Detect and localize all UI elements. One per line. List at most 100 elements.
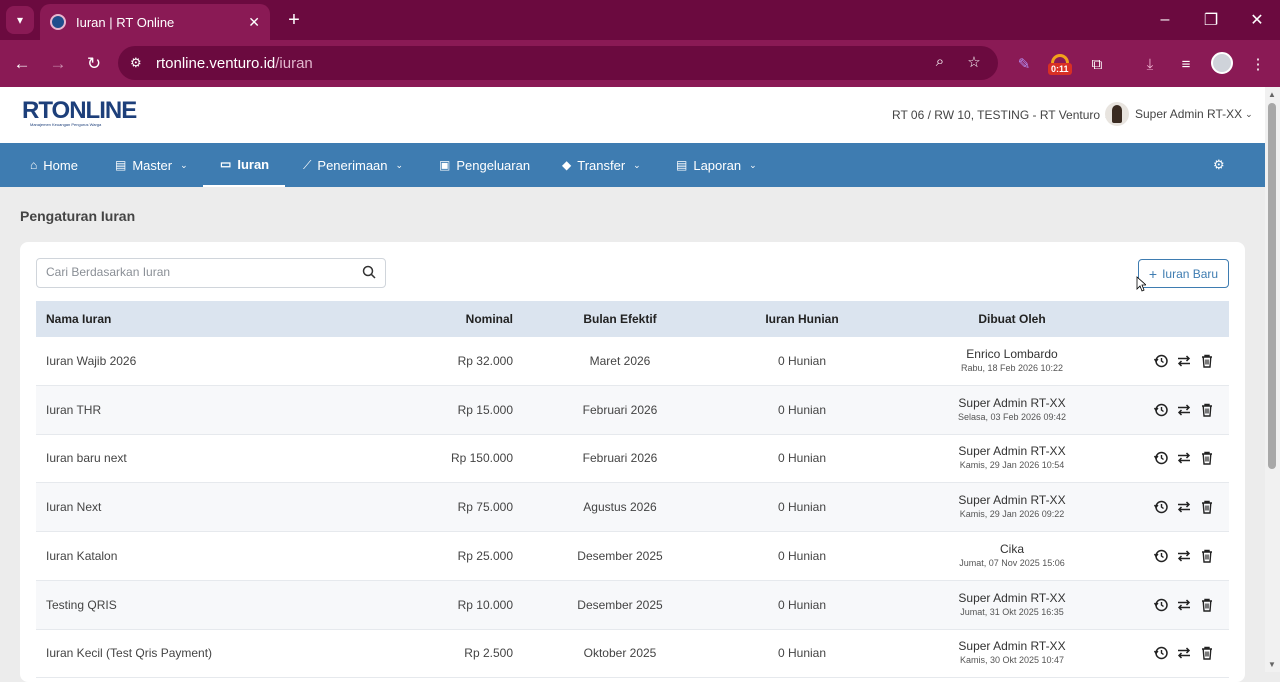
search-field[interactable]	[36, 258, 386, 288]
transfer-arrows-icon[interactable]	[1176, 548, 1192, 564]
nav-item-pengeluaran[interactable]: ▣ Pengeluaran	[439, 157, 531, 173]
cell-nominal: Rp 2.500	[464, 646, 513, 661]
cell-nama-iuran: Iuran Katalon	[46, 548, 118, 563]
cell-bulan-efektif: Desember 2025	[577, 548, 663, 563]
scroll-thumb[interactable]	[1268, 103, 1276, 469]
history-icon[interactable]	[1153, 499, 1169, 515]
settings-gear-icon[interactable]: ⚙	[1213, 157, 1225, 172]
favicon-icon	[50, 14, 66, 30]
forward-arrow-icon[interactable]: →	[49, 54, 67, 73]
cell-iuran-hunian: 0 Hunian	[777, 597, 827, 612]
new-tab-plus-icon[interactable]: +	[288, 8, 300, 31]
cell-bulan-efektif: Oktober 2025	[583, 646, 657, 661]
created-date: Kamis, 29 Jan 2026 09:22	[959, 509, 1065, 520]
cell-nama-iuran: Iuran THR	[46, 402, 102, 417]
col-nominal[interactable]: Nominal	[465, 312, 513, 326]
history-icon[interactable]	[1153, 645, 1169, 661]
cell-bulan-efektif: Agustus 2026	[583, 500, 657, 515]
cell-nominal: Rp 15.000	[457, 402, 513, 417]
nav-item-transfer[interactable]: ◆ Transfer ⌄	[562, 157, 641, 173]
address-bar[interactable]: ⚙ rtonline.venturo.id/iuran ⌕ ☆	[118, 46, 998, 80]
transfer-arrows-icon[interactable]	[1176, 499, 1192, 515]
col-iuran-hunian[interactable]: Iuran Hunian	[765, 312, 839, 326]
cell-dibuat-oleh: Super Admin RT-XX Kamis, 30 Okt 2025 10:4…	[912, 639, 1112, 665]
nav-item-iuran[interactable]: ▭ Iuran	[203, 143, 285, 187]
nav-item-master[interactable]: ▤ Master ⌄	[115, 157, 188, 173]
cell-bulan-efektif: Februari 2026	[582, 451, 658, 466]
timer-extension-icon[interactable]: 0:11	[1048, 54, 1072, 76]
transfer-arrows-icon[interactable]	[1176, 353, 1192, 369]
feather-extension-icon[interactable]: ✎	[1017, 56, 1031, 73]
rt-selector-dropdown[interactable]: RT 06 / RW 10, TESTING - RT Venturo ⌄	[892, 108, 1111, 122]
nav-item-laporan[interactable]: ▤ Laporan ⌄	[676, 157, 757, 173]
cell-bulan-efektif: Februari 2026	[582, 402, 658, 417]
search-icon[interactable]	[362, 265, 376, 279]
zoom-magnifier-icon[interactable]: ⌕	[935, 53, 945, 70]
reload-icon[interactable]: ↻	[86, 54, 102, 73]
download-icon[interactable]: ⤓	[1146, 55, 1154, 73]
chevron-down-icon: ⌄	[180, 159, 188, 170]
trash-icon[interactable]	[1199, 597, 1215, 613]
cell-nama-iuran: Iuran Next	[46, 500, 102, 515]
creator-name: Super Admin RT-XX	[958, 590, 1066, 605]
transfer-arrows-icon[interactable]	[1176, 645, 1192, 661]
url-text[interactable]: rtonline.venturo.id/iuran	[156, 54, 313, 72]
history-icon[interactable]	[1153, 597, 1169, 613]
media-queue-icon[interactable]: ≡	[1181, 55, 1191, 73]
table-row[interactable]: Iuran Wajib 2026 Rp 32.000 Maret 2026 0 Hun…	[36, 337, 1229, 386]
browser-profile-avatar[interactable]	[1211, 52, 1233, 74]
scroll-down-arrow-icon[interactable]: ▼	[1268, 660, 1276, 669]
minimize-icon[interactable]: –	[1160, 11, 1170, 28]
nav-item-home[interactable]: ⌂ Home	[30, 157, 78, 173]
tab-search-chevron-icon[interactable]: ▾	[6, 6, 34, 34]
table-row[interactable]: Iuran THR Rp 15.000 Februari 2026 0 Hunian S…	[36, 385, 1229, 435]
cell-nominal: Rp 75.000	[457, 500, 513, 515]
home-icon: ⌂	[30, 158, 38, 172]
table-row[interactable]: Testing QRIS Rp 10.000 Desember 2025 0 Huni…	[36, 580, 1229, 630]
bookmark-star-icon[interactable]: ☆	[967, 54, 981, 71]
card-icon: ▭	[220, 157, 232, 171]
cell-dibuat-oleh: Super Admin RT-XX Kamis, 29 Jan 2026 09:2…	[912, 493, 1112, 519]
table-row[interactable]: Iuran baru next Rp 150.000 Februari 2026 0 …	[36, 434, 1229, 484]
creator-name: Enrico Lombardo	[966, 347, 1058, 361]
transfer-arrows-icon[interactable]	[1176, 402, 1192, 418]
back-arrow-icon[interactable]: ←	[13, 54, 31, 73]
col-nama-iuran[interactable]: Nama Iuran	[46, 312, 112, 326]
history-icon[interactable]	[1153, 450, 1169, 466]
transfer-arrows-icon[interactable]	[1176, 450, 1192, 466]
history-icon[interactable]	[1153, 548, 1169, 564]
tab-close-icon[interactable]: ✕	[248, 13, 260, 30]
nav-item-penerimaan[interactable]: ⟋ Penerimaan ⌄	[303, 157, 404, 173]
col-bulan-efektif[interactable]: Bulan Efektif	[583, 312, 657, 326]
restore-icon[interactable]: ❐	[1203, 12, 1219, 29]
history-icon[interactable]	[1153, 402, 1169, 418]
add-iuran-button[interactable]: + Iuran Baru	[1138, 259, 1229, 288]
chevron-down-icon: ⌄	[1245, 108, 1253, 119]
puzzle-extensions-icon[interactable]: ⧉	[1091, 55, 1103, 73]
table-row[interactable]: Iuran Next Rp 75.000 Agustus 2026 0 Hunian S…	[36, 483, 1229, 533]
cell-dibuat-oleh: Cika Jumat, 07 Nov 2025 15:06	[912, 542, 1112, 568]
transfer-arrows-icon[interactable]	[1176, 597, 1192, 613]
site-settings-icon[interactable]: ⚙	[130, 55, 142, 70]
trash-icon[interactable]	[1199, 450, 1215, 466]
col-dibuat-oleh[interactable]: Dibuat Oleh	[978, 312, 1046, 326]
trash-icon[interactable]	[1199, 353, 1215, 369]
trash-icon[interactable]	[1199, 645, 1215, 661]
table-row[interactable]: Iuran Kecil (Test Qris Payment) Rp 2.500 O…	[36, 629, 1229, 679]
scroll-up-arrow-icon[interactable]: ▲	[1268, 90, 1276, 99]
browser-tab[interactable]: Iuran | RT Online ✕	[40, 4, 270, 40]
table-row[interactable]: Iuran Katalon Rp 25.000 Desember 2025 0 Hun…	[36, 532, 1229, 581]
user-menu[interactable]: Super Admin RT-XX ⌄	[1105, 102, 1253, 126]
trash-icon[interactable]	[1199, 499, 1215, 515]
trash-icon[interactable]	[1199, 402, 1215, 418]
cell-nominal: Rp 150.000	[450, 451, 513, 466]
chevron-down-icon: ⌄	[395, 159, 404, 170]
rtonline-logo[interactable]: RTONLINE Manajemen Keuangan Pengurus War…	[22, 97, 137, 127]
window-close-icon[interactable]: ✕	[1250, 12, 1264, 29]
history-icon[interactable]	[1153, 353, 1169, 369]
main-navbar	[0, 143, 1265, 187]
trash-icon[interactable]	[1199, 548, 1215, 564]
browser-menu-kebab-icon[interactable]: ⋮	[1250, 56, 1266, 73]
creator-name: Super Admin RT-XX	[958, 395, 1066, 410]
search-input[interactable]	[46, 265, 346, 279]
